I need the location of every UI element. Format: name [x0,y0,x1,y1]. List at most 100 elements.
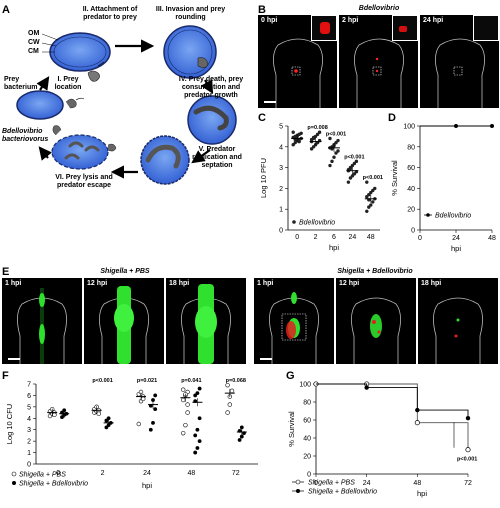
chart-c: 0 1 2 3 4 5 0 2 p=0.008 6 p<0.001 24 p<0.001 48 p<0.00… [259,124,383,253]
data-point [151,398,155,402]
data-point [181,397,186,403]
y-axis-label: Log 10 PFU [259,158,268,198]
legend-marker [296,489,300,493]
data-point [239,425,244,430]
y-tick-label: 3 [279,165,283,172]
x-tick-label: 48 [367,234,375,241]
data-point [148,427,153,432]
x-tick-label: 2 [101,470,105,477]
p-value: p<0.001 [457,457,477,463]
time-label: 2 hpi [342,17,359,24]
data-point [197,439,202,444]
data-point [185,402,190,407]
predator-iv [193,105,229,131]
y-tick-label: 4 [27,416,31,423]
y-tick-label: 0 [27,462,31,469]
data-point [328,163,332,168]
panel-label-b: B [258,4,266,16]
y-tick-label: 5 [279,124,283,131]
p-value: p<0.001 [363,175,383,181]
data-point [330,159,334,164]
inset-zoom [392,15,418,41]
micro-e-pbs-18hpi: 18 hpi [166,278,246,364]
predator-iii [197,57,209,68]
panel-label-a: A [2,4,10,16]
predator-ii [87,70,100,82]
step-v-label: V. Predator replication and septation [192,146,242,169]
y-tick-label: 80 [303,400,311,407]
data-point [490,124,494,128]
data-point [297,139,301,144]
micro-e-bdello-12hpi: 12 hpi [336,278,416,364]
legend-label: Shigella + PBS [308,480,355,487]
x-tick-label: 0 [314,480,318,487]
x-tick-label: 24 [363,480,371,487]
step-ii-label: II. Attachment of predator to prey [82,6,138,21]
time-label: 24 hpi [423,17,444,24]
y-tick-label: 60 [303,418,311,425]
time-label: 0 hpi [261,17,278,24]
y-tick-label: 40 [303,436,311,443]
legend-marker [426,213,430,217]
y-tick-label: 0 [307,472,311,479]
x-tick-label: 6 [332,234,336,241]
data-point [373,186,377,191]
data-point [153,393,158,398]
legend-label: Shigella + Bdellovibrio [308,489,377,496]
y-tick-label: 100 [403,124,415,131]
data-point [332,155,336,159]
x-axis-label: hpi [329,243,339,252]
legend-marker [295,479,301,485]
panel-b-title: Bdellovibrio [358,5,400,12]
x-tick-label: 2 [314,234,318,241]
data-point [354,159,359,164]
data-point [181,387,186,392]
data-point [52,412,57,418]
data-point [193,450,198,455]
legend-label: Shigella + PBS [19,472,66,479]
x-tick-label: 72 [232,470,240,477]
p-value: p=0.021 [137,378,157,384]
panel-e-group1: Shigella + PBS [100,268,150,275]
data-point [371,200,375,204]
p-value: p<0.001 [344,154,364,160]
time-label: 1 hpi [257,280,274,287]
x-tick-label: 48 [488,235,496,242]
data-point [348,166,353,171]
micro-b-24hpi: 24 hpi [420,15,499,108]
data-point [197,416,202,421]
y-tick-label: 0 [279,228,283,235]
prey-cell-iii [163,25,217,79]
y-tick-label: 1 [279,207,283,214]
x-tick-label: 24 [452,235,460,242]
x-tick-label: 24 [349,234,357,241]
membrane-om: OM [28,30,40,37]
p-value: p<0.001 [326,131,346,137]
y-tick-label: 1 [27,450,31,457]
survival-curve [316,383,469,419]
y-tick-label: 20 [407,207,415,214]
chart-f: 0 1 2 3 4 5 6 7 0 2 p<0.001 24 p=0.021 48 p=0.041 72 p=0… [5,378,258,490]
y-axis-label: % Survival [390,160,399,196]
y-tick-label: 0 [411,228,415,235]
legend-marker [292,220,296,224]
panel-label-g: G [286,370,295,382]
data-point [346,180,351,184]
legend-label: Bdellovibrio [435,213,471,220]
y-tick-label: 3 [27,427,31,434]
prey-cell-ii [49,32,111,72]
data-point [181,430,186,436]
step-i-label: I. Prey location [54,76,82,91]
prey-cell-vi [51,134,109,170]
y-tick-label: 80 [407,144,415,151]
p-value: p=0.041 [181,378,201,384]
micro-e-bdello-1hpi: 1 hpi [254,278,334,364]
data-point [336,138,340,143]
data-point [239,434,244,439]
x-tick-label: 0 [56,470,60,477]
x-axis-label: hpi [451,244,461,253]
data-point [291,130,295,134]
y-tick-label: 6 [27,393,31,400]
y-tick-label: 2 [27,439,31,446]
legend-marker [12,481,16,485]
